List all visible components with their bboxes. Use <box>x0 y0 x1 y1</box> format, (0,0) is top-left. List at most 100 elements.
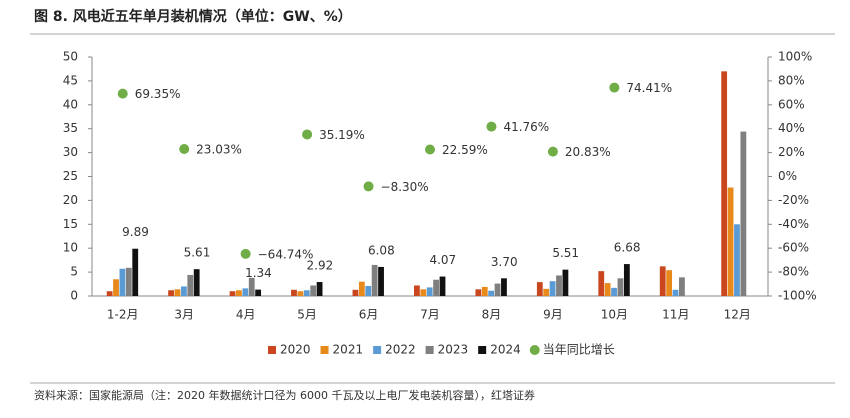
bar <box>494 283 501 296</box>
y-tick-label: 40 <box>63 97 78 111</box>
y2-tick-label: 60% <box>778 97 805 111</box>
data-label: 35.19% <box>319 128 365 142</box>
data-label: 23.03% <box>196 142 242 156</box>
scatter-point <box>425 144 435 155</box>
y-tick-label: 50 <box>63 50 78 64</box>
data-label: 9.89 <box>122 225 149 239</box>
data-label: 74.41% <box>626 81 672 95</box>
data-label: 6.68 <box>614 241 641 255</box>
bar <box>255 289 262 296</box>
bar <box>180 286 187 296</box>
bar <box>310 285 317 296</box>
y2-tick-label: -100% <box>778 289 817 303</box>
legend-marker <box>425 346 434 354</box>
bar <box>316 282 323 296</box>
bar <box>481 286 488 296</box>
scatter-point <box>240 248 251 259</box>
x-tick-label: 9月 <box>543 308 563 322</box>
bar <box>721 71 728 296</box>
bar <box>598 271 605 296</box>
data-label: −8.30% <box>381 180 429 194</box>
bar <box>242 288 249 296</box>
bar <box>378 266 384 296</box>
data-label: 3.70 <box>491 255 518 269</box>
data-label: 5.61 <box>184 246 211 260</box>
bar <box>365 285 372 296</box>
bar <box>248 277 255 296</box>
legend-label: 2021 <box>333 343 364 357</box>
legend-marker <box>529 345 540 355</box>
y2-tick-label: 0% <box>778 169 797 183</box>
bar <box>727 187 734 296</box>
bar <box>358 281 365 296</box>
data-label: 4.07 <box>429 253 456 267</box>
bar <box>475 289 482 296</box>
bar <box>113 279 119 296</box>
bar <box>672 289 679 296</box>
x-tick-label: 11月 <box>662 308 689 322</box>
y-tick-label: 45 <box>63 73 78 87</box>
scatter-point <box>486 121 497 132</box>
bar <box>229 291 236 296</box>
x-tick-label: 10月 <box>601 308 628 322</box>
y-tick-label: 5 <box>70 265 78 279</box>
x-tick-label: 4月 <box>236 308 256 322</box>
y-tick-label: 20 <box>63 193 78 207</box>
y2-tick-label: -20% <box>778 193 809 207</box>
bar <box>291 289 297 296</box>
legend-label: 当年同比增长 <box>543 343 615 357</box>
y2-tick-label: 80% <box>778 73 805 87</box>
source-note: 资料来源：国家能源局（注：2020 年数据统计口径为 6000 千瓦及以上电厂发… <box>34 388 535 402</box>
scatter-point <box>179 143 190 154</box>
scatter-point <box>117 88 128 99</box>
bar <box>543 288 550 296</box>
x-tick-label: 3月 <box>174 308 194 322</box>
bar <box>236 290 242 296</box>
x-tick-label: 5月 <box>297 308 317 322</box>
bar <box>740 131 747 296</box>
legend-label: 2022 <box>385 343 416 357</box>
legend-marker <box>373 346 382 354</box>
bar <box>734 224 740 296</box>
data-label: 1.34 <box>245 266 272 280</box>
scatter-point <box>547 146 558 157</box>
y-tick-label: 10 <box>63 241 78 255</box>
y2-tick-label: -80% <box>778 265 809 279</box>
data-label: 5.51 <box>552 246 579 260</box>
scatter-point <box>363 181 374 192</box>
bar <box>666 270 673 296</box>
bar <box>623 264 630 296</box>
bar <box>488 290 495 296</box>
legend-marker <box>320 346 329 354</box>
data-label: 6.08 <box>368 243 395 257</box>
data-label: 41.76% <box>503 120 549 134</box>
y2-tick-label: -60% <box>778 241 809 255</box>
x-tick-label: 12月 <box>724 308 751 322</box>
bar <box>426 287 433 296</box>
y2-tick-label: 20% <box>778 145 805 159</box>
bar <box>132 248 139 296</box>
legend-marker <box>268 346 276 354</box>
bar <box>414 285 420 296</box>
bar <box>604 283 611 296</box>
y-tick-label: 25 <box>63 169 78 183</box>
legend-label: 2024 <box>490 343 521 357</box>
bar <box>193 269 200 296</box>
bar <box>659 266 666 296</box>
y-tick-label: 0 <box>70 289 78 303</box>
bar <box>371 264 378 296</box>
bar <box>187 274 194 296</box>
bar <box>617 278 624 296</box>
y2-tick-label: 100% <box>778 50 812 64</box>
bar <box>536 282 543 296</box>
bar <box>611 287 617 296</box>
bar <box>420 289 427 296</box>
scatter-point <box>609 82 620 93</box>
bar <box>501 278 507 296</box>
x-tick-label: 8月 <box>482 308 502 322</box>
bar <box>439 276 446 296</box>
scatter-point <box>302 129 313 140</box>
data-label: 69.35% <box>135 87 181 101</box>
data-label: 20.83% <box>565 145 611 159</box>
